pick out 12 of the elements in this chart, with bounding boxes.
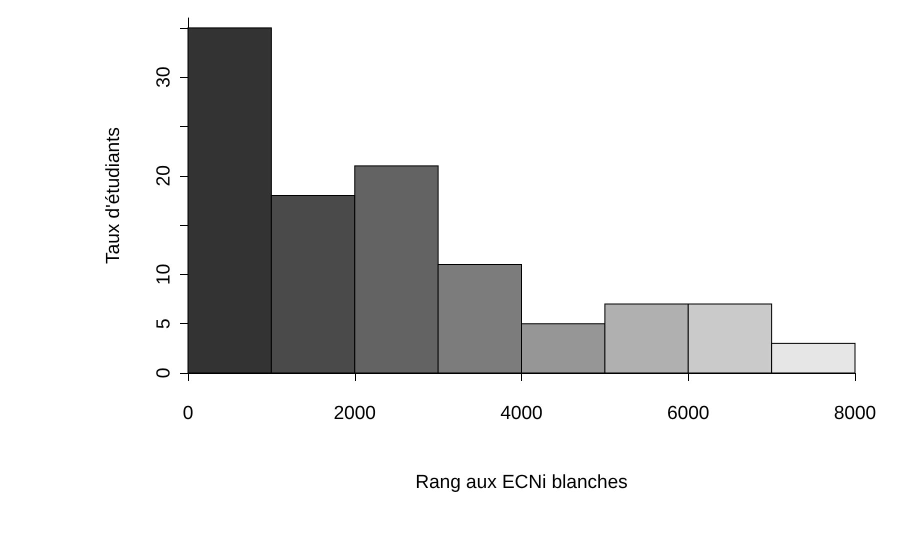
x-tick-label: 8000 [834, 403, 876, 424]
x-tick-label: 4000 [500, 403, 543, 424]
x-tick-label: 2000 [334, 403, 376, 424]
y-tick-label: 20 [154, 165, 174, 186]
y-tick-label: 30 [154, 66, 174, 88]
y-tick-label: 0 [154, 368, 174, 378]
x-tick-label: 6000 [667, 403, 710, 424]
x-axis-title: Rang aux ECNi blanches [415, 472, 628, 493]
y-tick-label: 10 [154, 264, 174, 285]
x-tick-label: 0 [182, 403, 194, 424]
y-tick-label: 5 [154, 318, 174, 329]
y-axis-title: Taux d'étudiants [103, 127, 124, 264]
